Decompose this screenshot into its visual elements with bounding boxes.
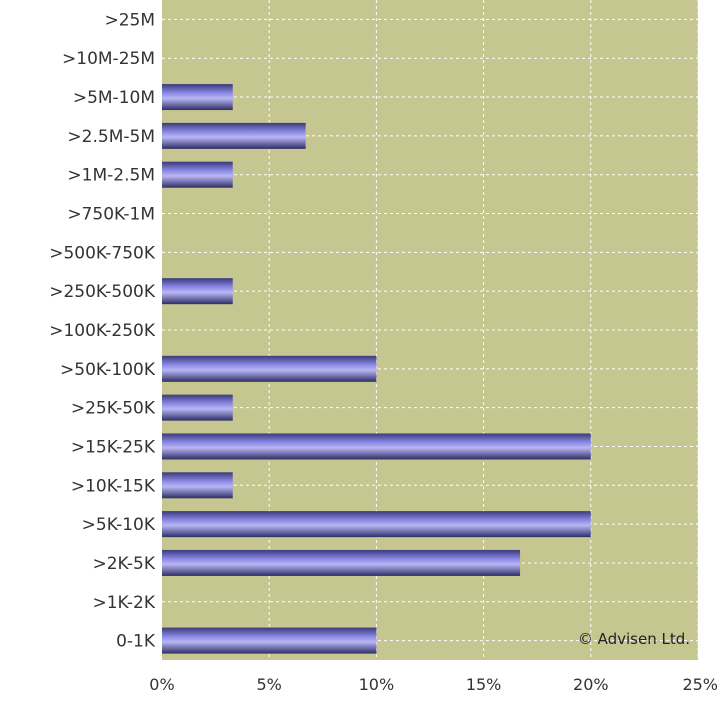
bar-5M-10M	[162, 84, 233, 111]
category-label: >500K-750K	[49, 243, 156, 263]
bar-0-1K	[162, 627, 377, 654]
bar-2-5M-5M	[162, 122, 306, 149]
category-label: >2.5M-5M	[67, 127, 155, 147]
category-label: >15K-25K	[71, 437, 156, 457]
bar-5K-10K	[162, 511, 591, 538]
category-label: >25M	[104, 10, 155, 30]
category-label: >750K-1M	[67, 205, 155, 225]
watermark-text: © Advisen Ltd.	[578, 630, 690, 648]
category-label: 0-1K	[116, 632, 156, 652]
bar-25K-50K	[162, 394, 233, 421]
category-label: >10M-25M	[62, 49, 155, 69]
category-label: >10K-15K	[71, 476, 156, 496]
x-tick-label: 10%	[359, 675, 395, 694]
bar-50K-100K	[162, 355, 377, 382]
bar-250K-500K	[162, 278, 233, 305]
category-label: >100K-250K	[49, 321, 156, 341]
x-tick-label: 15%	[466, 675, 502, 694]
category-label: >2K-5K	[92, 554, 155, 574]
category-label: >50K-100K	[60, 360, 156, 380]
bar-15K-25K	[162, 433, 591, 460]
bar-1M-2-5M	[162, 161, 233, 188]
bar-2K-5K	[162, 549, 521, 576]
bar-10K-15K	[162, 472, 233, 499]
category-label: >1K-2K	[92, 593, 155, 613]
category-label: >5M-10M	[73, 88, 155, 108]
x-tick-label: 25%	[682, 675, 718, 694]
x-tick-label: 20%	[573, 675, 609, 694]
category-label: >5K-10K	[82, 515, 156, 535]
category-label: >25K-50K	[71, 399, 156, 419]
x-tick-label: 0%	[149, 675, 174, 694]
category-label: >250K-500K	[49, 282, 156, 302]
category-label: >1M-2.5M	[67, 166, 155, 186]
x-tick-label: 5%	[257, 675, 282, 694]
